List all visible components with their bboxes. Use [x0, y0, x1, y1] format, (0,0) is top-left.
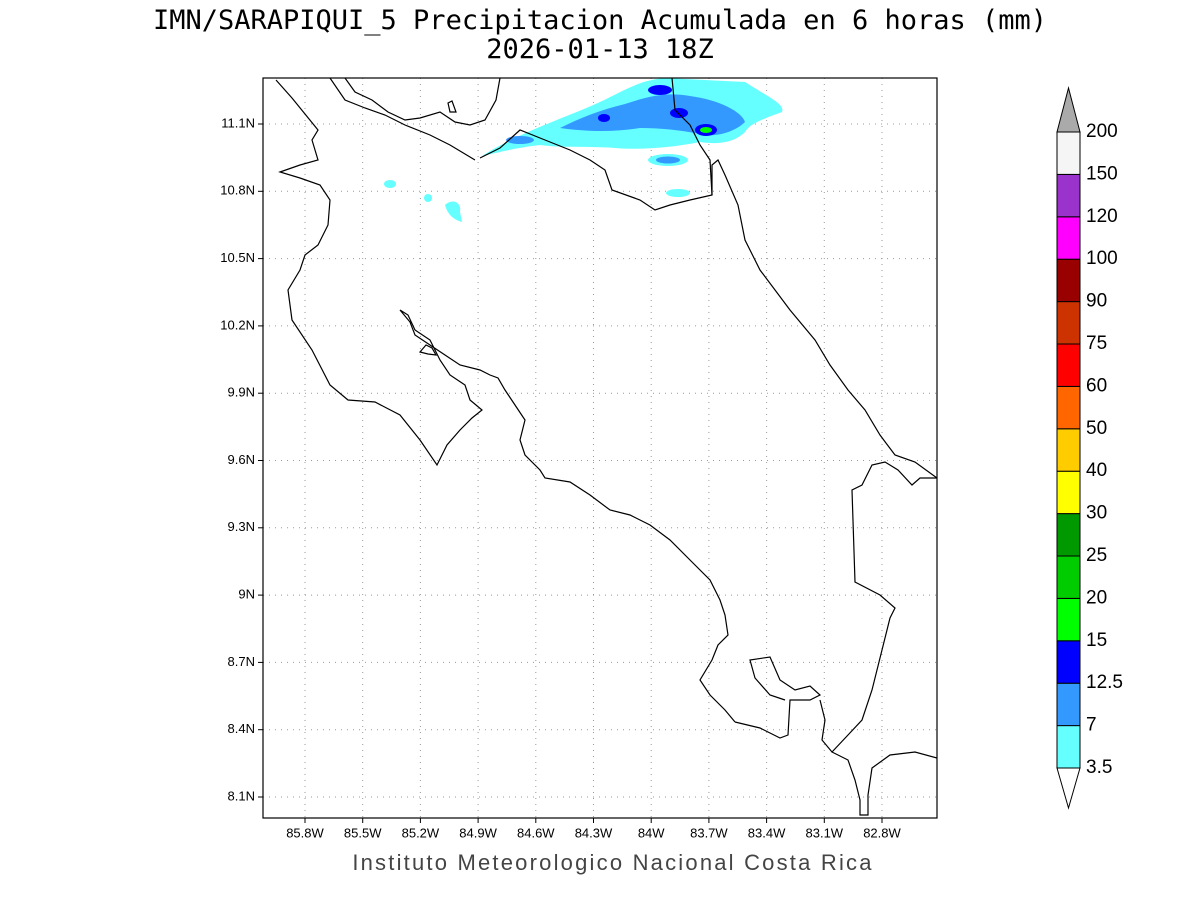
plot-frame [262, 77, 938, 819]
grid [258, 78, 937, 823]
colorbar-segment [1056, 555, 1081, 599]
colorbar-label: 3.5 [1086, 757, 1112, 778]
x-tick-label: 84.9W [459, 825, 497, 840]
precip-area [666, 189, 690, 197]
x-tick-label: 83.1W [806, 825, 844, 840]
y-tick-label: 8.1N [228, 788, 255, 803]
y-tick-label: 11.1N [221, 115, 255, 130]
y-tick-label: 9.9N [228, 385, 255, 400]
colorbar-label: 200 [1086, 121, 1118, 142]
coastline [479, 129, 937, 479]
coastline [275, 78, 937, 816]
colorbar-segment [1056, 428, 1081, 472]
coastline [275, 79, 736, 723]
colorbar-segment [1056, 597, 1081, 642]
precip-area [670, 108, 688, 118]
colorbar-label: 150 [1086, 163, 1118, 184]
colorbar-label: 50 [1086, 418, 1107, 439]
precip-area [598, 114, 610, 122]
y-tick-label: 9N [238, 587, 255, 602]
colorbar-segment [1056, 301, 1081, 345]
x-tick-label: 83.4W [748, 825, 786, 840]
y-tick-label: 8.7N [228, 654, 255, 669]
colorbar-label: 120 [1086, 206, 1118, 227]
island [447, 100, 457, 113]
colorbar-segment [1056, 173, 1081, 218]
border [671, 78, 713, 196]
precip-area [506, 136, 534, 144]
colorbar-segment [1056, 640, 1081, 684]
precip-area [445, 201, 462, 222]
y-tick-label: 8.4N [228, 721, 255, 736]
colorbar: 3.5 7 12.5 15 20 25 30 40 50 60 75 90 100 120 150 200 [1056, 86, 1123, 810]
title: IMN/SARAPIQUI_5 Precipitacion Acumulada … [153, 5, 1047, 36]
colorbar-segment [1056, 513, 1081, 557]
colorbar-segment [1056, 682, 1081, 727]
colorbar-under [1056, 767, 1081, 810]
x-tick-label: 85.5W [344, 825, 382, 840]
colorbar-label: 90 [1086, 291, 1107, 312]
subtitle: 2026-01-13 18Z [486, 34, 714, 65]
coastline [329, 78, 476, 161]
y-tick-label: 9.3N [228, 519, 255, 534]
colorbar-label: 100 [1086, 248, 1118, 269]
footer: Instituto Meteorologico Nacional Costa R… [352, 850, 873, 875]
precip-area [656, 156, 680, 164]
precip-area [384, 180, 396, 188]
y-tick-label: 10.8N [220, 183, 255, 198]
colorbar-label: 40 [1086, 460, 1107, 481]
precip-area [648, 85, 672, 95]
coastline [831, 751, 937, 816]
colorbar-label: 75 [1086, 333, 1107, 354]
x-tick-label: 84W [638, 825, 665, 840]
colorbar-segment [1056, 343, 1081, 387]
colorbar-label: 12.5 [1086, 672, 1123, 693]
coastline [734, 656, 822, 739]
x-tick-label: 84.6W [517, 825, 555, 840]
y-tick-label: 9.6N [228, 452, 255, 467]
colorbar-label: 25 [1086, 545, 1107, 566]
colorbar-segment [1056, 131, 1081, 175]
precipitation [384, 78, 783, 222]
precip-area [700, 127, 712, 133]
colorbar-segment [1056, 216, 1081, 260]
x-tick-label: 83.7W [690, 825, 728, 840]
colorbar-segment [1056, 258, 1081, 303]
x-tick-label: 84.3W [575, 825, 613, 840]
colorbar-segment [1056, 725, 1081, 769]
precip-area [560, 94, 745, 136]
colorbar-segment [1056, 470, 1081, 515]
colorbar-label: 30 [1086, 503, 1107, 524]
coastline [344, 78, 501, 126]
y-tick-label: 10.5N [220, 250, 255, 265]
colorbar-label: 15 [1086, 630, 1107, 651]
coastline [819, 461, 937, 753]
x-tick-label: 85.2W [402, 825, 440, 840]
precip-area [424, 194, 432, 202]
colorbar-label: 20 [1086, 587, 1107, 608]
island [418, 344, 438, 356]
y-tick-label: 10.2N [220, 317, 255, 332]
x-tick-label: 85.8W [286, 825, 324, 840]
x-tick-label: 82.8W [863, 825, 901, 840]
colorbar-label: 7 [1086, 715, 1097, 736]
colorbar-segment [1056, 385, 1081, 430]
colorbar-label: 60 [1086, 375, 1107, 396]
colorbar-over [1056, 86, 1081, 133]
